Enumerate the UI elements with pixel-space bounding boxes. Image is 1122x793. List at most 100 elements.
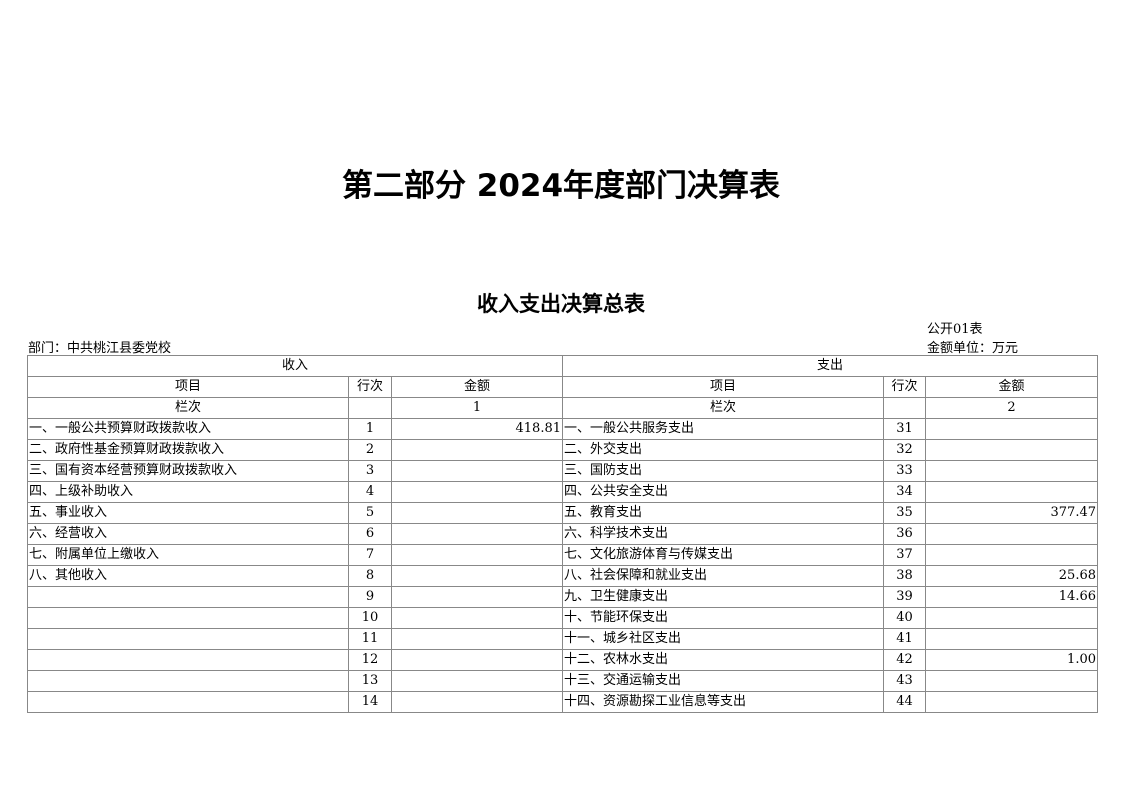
table-row: 10 十、节能环保支出 40 xyxy=(27,607,1098,629)
table-row: 八、其他收入 8 八、社会保障和就业支出 38 25.68 xyxy=(27,565,1098,587)
empty-cell xyxy=(348,397,392,419)
table-row: 11 十一、城乡社区支出 41 xyxy=(27,628,1098,650)
expense-item-cell: 十、节能环保支出 xyxy=(562,607,884,629)
expense-line-header: 行次 xyxy=(883,376,926,398)
expense-item-cell: 五、教育支出 xyxy=(562,502,884,524)
expense-line-cell: 33 xyxy=(883,460,926,482)
income-item-cell xyxy=(27,670,349,692)
income-line-cell: 8 xyxy=(348,565,392,587)
expense-amount-cell xyxy=(925,418,1098,440)
expense-line-cell: 42 xyxy=(883,649,926,671)
expense-item-cell: 七、文化旅游体育与传媒支出 xyxy=(562,544,884,566)
income-amount-cell xyxy=(391,565,563,587)
income-line-header: 行次 xyxy=(348,376,392,398)
income-amount-cell xyxy=(391,649,563,671)
expense-line-cell: 31 xyxy=(883,418,926,440)
income-item-cell: 八、其他收入 xyxy=(27,565,349,587)
income-line-cell: 6 xyxy=(348,523,392,545)
expense-amount-cell: 14.66 xyxy=(925,586,1098,608)
income-item-cell: 四、上级补助收入 xyxy=(27,481,349,503)
table-row: 五、事业收入 5 五、教育支出 35 377.47 xyxy=(27,502,1098,524)
income-item-cell: 三、国有资本经营预算财政拨款收入 xyxy=(27,460,349,482)
income-amount-cell xyxy=(391,628,563,650)
expense-item-header: 项目 xyxy=(562,376,884,398)
income-item-cell: 一、一般公共预算财政拨款收入 xyxy=(27,418,349,440)
column-index-row: 栏次 1 栏次 2 xyxy=(27,397,1098,419)
income-line-cell: 12 xyxy=(348,649,392,671)
income-line-cell: 13 xyxy=(348,670,392,692)
expense-amount-cell: 1.00 xyxy=(925,649,1098,671)
income-amount-cell xyxy=(391,502,563,524)
expense-line-cell: 34 xyxy=(883,481,926,503)
income-amount-cell xyxy=(391,691,563,713)
income-item-header: 项目 xyxy=(27,376,349,398)
expense-line-cell: 36 xyxy=(883,523,926,545)
income-item-cell xyxy=(27,691,349,713)
expense-amount-cell xyxy=(925,460,1098,482)
income-amount-cell xyxy=(391,439,563,461)
expense-amount-cell xyxy=(925,481,1098,503)
expense-amount-cell xyxy=(925,607,1098,629)
expense-item-cell: 十三、交通运输支出 xyxy=(562,670,884,692)
income-line-cell: 1 xyxy=(348,418,392,440)
table-row: 四、上级补助收入 4 四、公共安全支出 34 xyxy=(27,481,1098,503)
column-header-row: 项目 行次 金额 项目 行次 金额 xyxy=(27,376,1098,398)
section-header-row: 收入 支出 xyxy=(27,355,1098,377)
expense-header: 支出 xyxy=(562,355,1098,377)
income-item-cell xyxy=(27,649,349,671)
income-item-cell xyxy=(27,607,349,629)
expense-item-cell: 九、卫生健康支出 xyxy=(562,586,884,608)
income-amount-header: 金额 xyxy=(391,376,563,398)
income-expense-table: 收入 支出 项目 行次 金额 项目 行次 金额 栏次 1 栏次 2 一、一般公共… xyxy=(27,355,1098,713)
expense-item-cell: 十一、城乡社区支出 xyxy=(562,628,884,650)
expense-amount-cell xyxy=(925,544,1098,566)
income-line-cell: 3 xyxy=(348,460,392,482)
expense-column-label: 栏次 xyxy=(562,397,884,419)
empty-cell xyxy=(883,397,926,419)
income-amount-cell xyxy=(391,481,563,503)
expense-item-cell: 一、一般公共服务支出 xyxy=(562,418,884,440)
expense-amount-cell xyxy=(925,628,1098,650)
income-item-cell xyxy=(27,586,349,608)
expense-line-cell: 41 xyxy=(883,628,926,650)
expense-amount-cell xyxy=(925,691,1098,713)
expense-amount-cell xyxy=(925,670,1098,692)
expense-line-cell: 40 xyxy=(883,607,926,629)
table-row: 12 十二、农林水支出 42 1.00 xyxy=(27,649,1098,671)
expense-amount-cell xyxy=(925,523,1098,545)
income-line-cell: 14 xyxy=(348,691,392,713)
income-amount-cell xyxy=(391,523,563,545)
expense-line-cell: 38 xyxy=(883,565,926,587)
expense-item-cell: 四、公共安全支出 xyxy=(562,481,884,503)
income-line-cell: 9 xyxy=(348,586,392,608)
income-amount-cell xyxy=(391,586,563,608)
department-label: 部门：中共桃江县委党校 xyxy=(28,341,172,356)
unit-label: 金额单位：万元 xyxy=(927,341,1019,356)
expense-amount-cell: 25.68 xyxy=(925,565,1098,587)
expense-item-cell: 三、国防支出 xyxy=(562,460,884,482)
expense-item-cell: 二、外交支出 xyxy=(562,439,884,461)
table-row: 六、经营收入 6 六、科学技术支出 36 xyxy=(27,523,1098,545)
income-column-label: 栏次 xyxy=(27,397,349,419)
expense-item-cell: 十四、资源勘探工业信息等支出 xyxy=(562,691,884,713)
expense-item-cell: 八、社会保障和就业支出 xyxy=(562,565,884,587)
expense-line-cell: 35 xyxy=(883,502,926,524)
income-line-cell: 4 xyxy=(348,481,392,503)
income-header: 收入 xyxy=(27,355,563,377)
income-line-cell: 5 xyxy=(348,502,392,524)
expense-item-cell: 十二、农林水支出 xyxy=(562,649,884,671)
income-item-cell xyxy=(27,628,349,650)
expense-line-cell: 37 xyxy=(883,544,926,566)
income-line-cell: 10 xyxy=(348,607,392,629)
income-line-cell: 2 xyxy=(348,439,392,461)
expense-amount-cell xyxy=(925,439,1098,461)
table-row: 二、政府性基金预算财政拨款收入 2 二、外交支出 32 xyxy=(27,439,1098,461)
income-column-number: 1 xyxy=(391,397,563,419)
expense-amount-header: 金额 xyxy=(925,376,1098,398)
table-row: 一、一般公共预算财政拨款收入 1 418.81 一、一般公共服务支出 31 xyxy=(27,418,1098,440)
income-item-cell: 七、附属单位上缴收入 xyxy=(27,544,349,566)
expense-column-number: 2 xyxy=(925,397,1098,419)
table-row: 七、附属单位上缴收入 7 七、文化旅游体育与传媒支出 37 xyxy=(27,544,1098,566)
expense-line-cell: 44 xyxy=(883,691,926,713)
